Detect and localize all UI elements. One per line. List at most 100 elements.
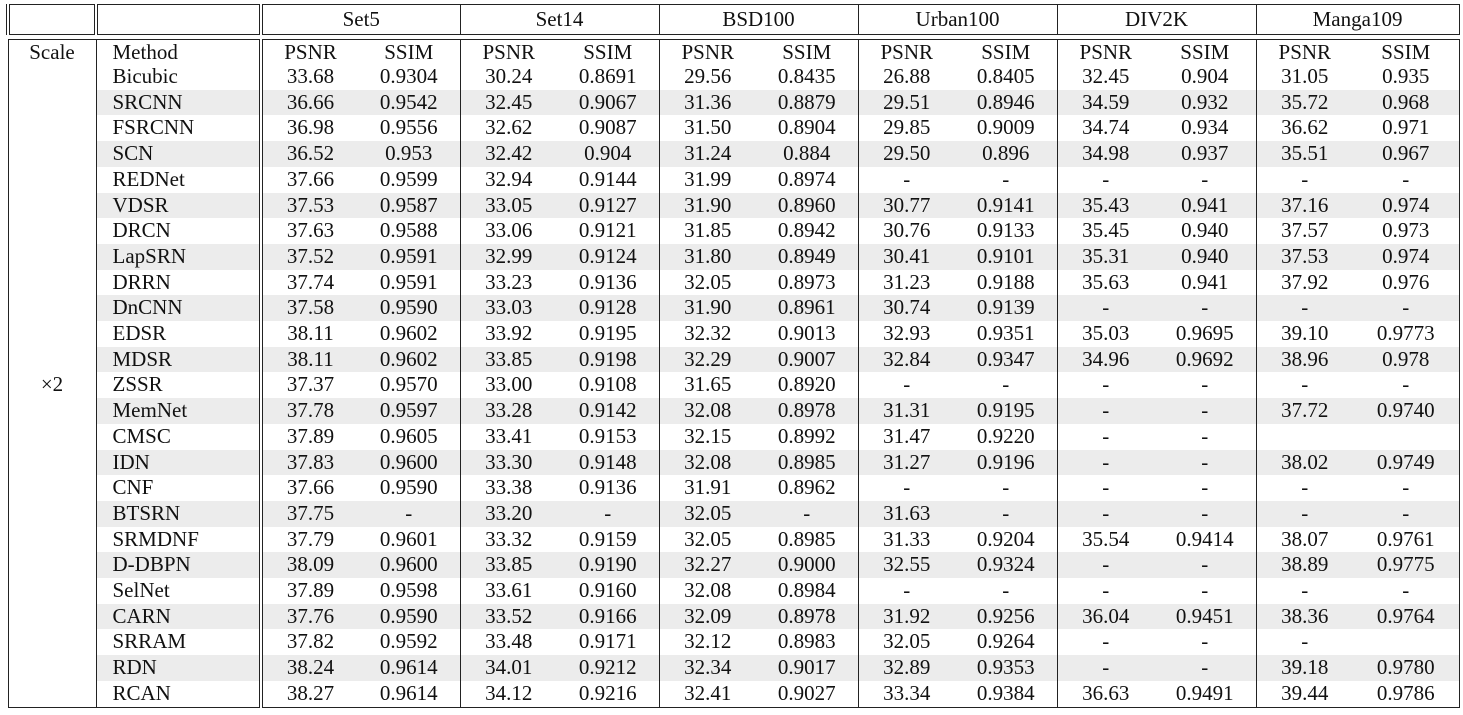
ssim-cell: - [1154,552,1257,579]
ssim-cell: 0.8978 [756,398,859,424]
psnr-cell: - [1056,295,1155,322]
psnr-cell: 32.05 [658,526,756,553]
corner-cell [6,4,98,35]
psnr-cell: 30.41 [857,243,956,270]
ssim-cell: 0.9108 [578,372,637,397]
psnr-cell: 32.89 [857,655,956,681]
results-table-container: Set5 Set14 BSD100 Urban100 DIV2K Manga10… [6,4,1460,708]
ssim-cell: 0.940 [1154,243,1257,270]
ssim-cell: 0.9761 [1353,526,1460,553]
ssim-cell: 0.9000 [756,552,859,579]
psnr-cell: 37.53 [1255,243,1354,270]
psnr-cell: - [1255,578,1354,604]
psnr-cell: 31.33 [857,526,956,553]
psnr-cell: - [857,578,956,604]
ssim-header: SSIM [358,39,460,64]
ssim-cell: 0.904 [1181,64,1229,88]
ssim-cell: 0.9216 [557,680,659,708]
dataset-header: Set14 [459,4,659,35]
table-row: ×2 Bicubic 33.68 0.9304 30.24 0.8691 29.56 0.84… [7,64,1460,708]
psnr-cell: 33.30 [459,449,557,476]
psnr-cell: 37.16 [1255,192,1354,219]
ssim-cell: 0.9127 [557,192,659,219]
method-cell: REDNet [95,166,261,193]
ssim-cell: 0.934 [1181,115,1229,140]
psnr-cell: 31.50 [658,115,756,142]
ssim-cell: 0.9588 [379,218,438,243]
psnr-cell: 32.42 [459,141,557,167]
ssim-cell: 0.8960 [756,192,859,219]
psnr-cell: 31.24 [658,141,756,167]
ssim-cell: 0.9139 [955,295,1058,322]
psnr-cell: 31.36 [658,89,756,116]
psnr-cell: 37.75 [259,500,358,527]
psnr-cell: - [857,166,956,193]
table-row: ZSSR 37.37 0.9570 33.00 0.9108 31.65 0.8920- - -… [8,372,1460,399]
ssim-cell: 0.8985 [756,449,859,476]
ssim-cell: 0.9141 [955,192,1058,219]
psnr-cell: 38.24 [259,655,358,681]
ssim-cell: 0.9133 [976,218,1035,243]
ssim-cell: 0.8992 [777,423,836,448]
ssim-cell: - [1002,166,1010,191]
method-cell: D-DBPN [95,552,261,579]
dataset-header: DIV2K [1056,4,1257,35]
psnr-cell: 37.76 [259,603,358,630]
psnr-cell: 30.74 [857,295,956,322]
table-row: RCAN 38.27 0.9614 34.12 0.9216 32.41 0.9027 33.… [8,680,1460,708]
scale-header: Scale [7,39,96,64]
ssim-cell: 0.8435 [777,64,836,88]
ssim-header: SSIM [1353,39,1460,64]
ssim-cell: 0.973 [1353,218,1460,244]
psnr-cell: 32.55 [857,552,956,579]
ssim-cell: - [1154,500,1257,527]
psnr-cell: 37.63 [259,218,358,244]
table-row: SelNet 37.89 0.9598 33.61 0.9160 32.08 0.8984-… [8,578,1460,604]
ssim-cell: 0.9204 [976,526,1035,551]
psnr-cell: 32.15 [658,423,756,450]
table-row: REDNet 37.66 0.9599 32.94 0.9144 31.99 0.8974-… [8,166,1460,193]
method-cell: SelNet [95,578,261,604]
ssim-cell: - [1002,372,1010,397]
method-cell: RCAN [95,680,261,708]
ssim-cell: 0.9590 [379,475,438,500]
table-row: FSRCNN 36.98 0.9556 32.62 0.9087 31.50 0.8904 2… [8,115,1460,142]
table-row: CARN 37.76 0.9590 33.52 0.9166 32.09 0.8978 31.… [8,603,1460,630]
psnr-cell: 31.90 [658,295,756,322]
psnr-cell: 33.23 [459,269,557,296]
psnr-header: PSNR [1255,39,1354,64]
psnr-cell: - [857,372,956,399]
table-body: ×2 Bicubic 33.68 0.9304 30.24 0.8691 29.56 0.84… [7,64,1460,708]
method-cell: CARN [95,603,261,630]
ssim-cell: 0.9590 [358,603,460,630]
psnr-cell: - [1255,295,1354,322]
ssim-header: SSIM [557,39,659,64]
table-row: LapSRN 37.52 0.9591 32.99 0.9124 31.80 0.8949 3… [8,243,1460,270]
psnr-cell: 35.63 [1056,269,1155,296]
ssim-cell: - [1002,475,1010,500]
ssim-cell: 0.9136 [578,269,637,294]
psnr-cell: - [1056,398,1155,424]
ssim-cell: 0.9196 [955,449,1058,476]
ssim-cell: 0.9601 [379,526,438,551]
method-header: Method [95,39,261,64]
ssim-cell: 0.940 [1181,218,1229,243]
psnr-cell: - [1056,500,1155,527]
psnr-cell: 33.85 [459,346,557,373]
psnr-cell: 35.72 [1255,89,1354,116]
psnr-cell: - [1255,475,1354,501]
ssim-cell: 0.9491 [1154,680,1257,708]
ssim-cell: 0.9451 [1154,603,1257,630]
ssim-cell: 0.9121 [578,218,637,243]
psnr-cell: 32.84 [857,346,956,373]
table-row: BTSRN 37.75-33.20-32.05-31.63- - - - - [8,500,1460,527]
table-row: EDSR 38.11 0.9602 33.92 0.9195 32.32 0.9013 32.… [8,321,1460,347]
psnr-cell: 32.08 [658,398,756,424]
psnr-cell: 31.80 [658,243,756,270]
psnr-cell: 38.36 [1255,603,1354,630]
method-cell: VDSR [95,192,261,219]
scale-cell: ×2 [7,64,96,708]
psnr-cell: 31.47 [857,423,956,450]
ssim-cell: 0.9220 [976,423,1035,448]
ssim-cell: 0.8920 [777,372,836,397]
